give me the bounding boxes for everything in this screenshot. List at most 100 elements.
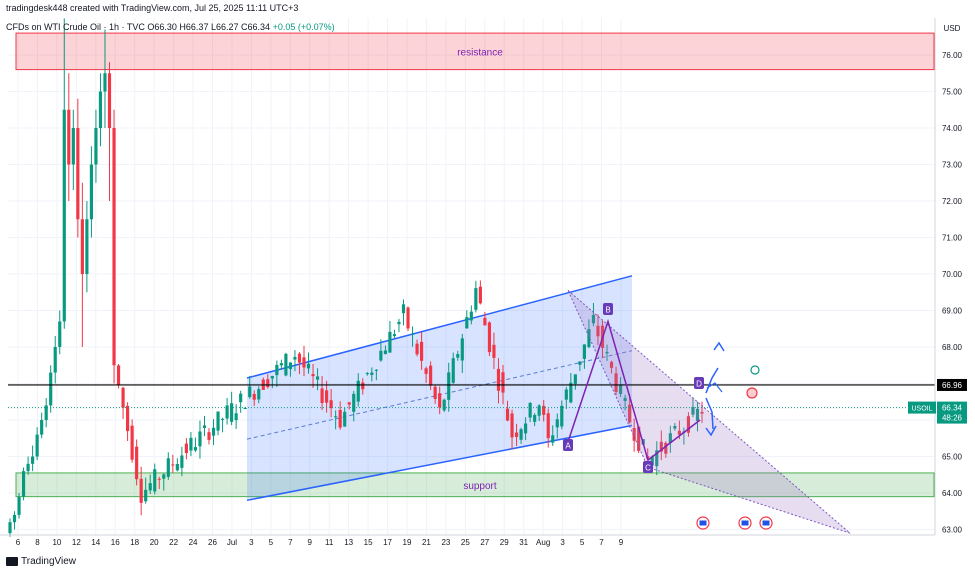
candle [370,367,374,382]
symbol-line: CFDs on WTI Crude Oil · 1h · TVC O66.30 … [6,22,335,32]
support-zone [15,472,935,498]
candle [225,397,229,425]
candle [293,350,297,372]
candle [460,333,464,373]
candle-body [700,411,704,414]
ohlc-open: O66.30 [147,22,177,32]
candle [112,109,116,384]
candle-body [442,399,446,411]
candle-body [103,73,107,92]
candle [510,409,514,450]
candle [379,339,383,362]
candle-body [302,357,306,368]
time-tick-label: 7 [288,538,293,547]
candle-body [673,425,677,429]
candle-body [383,350,387,355]
time-tick-label: 20 [150,538,159,547]
candle [279,359,283,370]
candle-body [465,317,469,329]
candle-body [126,405,130,432]
time-tick-label: 12 [72,538,81,547]
up-arrow-path [705,367,719,394]
time-tick-label: 16 [111,538,120,547]
candle-body [555,419,559,428]
candle-body [370,372,374,375]
candle-body [257,389,261,400]
time-tick-label: 23 [441,538,450,547]
ohlc-low: L66.27 [210,22,239,32]
price-tick-label: 75.00 [942,88,963,97]
candle-body [166,458,170,477]
countdown: 48:26 [942,414,963,423]
candle-body [524,423,528,434]
candle [266,374,270,389]
candle [438,386,442,415]
candle [519,427,523,444]
candle [492,332,496,370]
candle-body [193,447,198,451]
candle-body [31,456,35,464]
candle [198,420,202,459]
candle-body [40,420,44,435]
candle [609,360,614,374]
candle-body [632,428,636,441]
pattern-point-d: D [696,380,702,389]
time-tick-label: 6 [16,538,21,547]
down-arrow-icon [705,425,717,437]
time-tick-label: Jul [227,538,237,547]
candle-body [469,311,473,321]
candle [334,410,338,430]
time-tick-label: 21 [422,538,431,547]
candle-body [198,431,202,447]
candle [605,344,609,361]
candle-body [424,368,428,374]
candle-body [44,405,48,420]
price-tick-label: 68.00 [942,343,963,352]
candle-body [528,402,532,418]
candle [619,376,623,398]
time-tick-label: 10 [52,538,61,547]
candle-body [401,304,406,314]
pattern-point-b-badge [603,303,613,315]
candle-body [677,430,681,435]
candle-body [347,402,351,405]
candle-body [537,405,541,416]
candle [686,412,691,437]
candle-body [180,455,184,468]
candle [275,360,279,388]
candle [126,402,130,442]
time-tick-label: 26 [208,538,217,547]
candle-body [433,386,437,399]
candle-body [438,393,442,408]
candle-body [252,393,256,400]
candle [338,401,342,430]
candle [49,365,53,413]
candle [306,352,311,374]
pattern-point-c-badge [643,461,653,473]
candle [17,493,21,519]
candle-body [306,363,311,369]
candle [533,413,537,427]
candle [98,73,103,147]
time-tick-label: 24 [189,538,198,547]
price-line-tag [937,378,967,391]
pattern-point-a-badge [563,439,573,451]
symbol-name[interactable]: CFDs on WTI Crude Oil · 1h · TVC [6,22,145,32]
candle [401,299,406,326]
candle [157,476,161,490]
tradingview-logo[interactable]: TradingView [6,556,76,567]
candle [329,388,333,418]
candle-body [519,429,523,440]
time-tick-label: 9 [619,538,624,547]
candle-body [664,442,668,454]
candle-body [614,373,618,393]
time-tick-label: 29 [500,538,509,547]
candle [374,369,378,381]
wedge-pattern [567,290,851,534]
candle-body [293,356,297,360]
candle-body [343,411,347,427]
candle [442,398,446,413]
candle-body [410,333,415,335]
